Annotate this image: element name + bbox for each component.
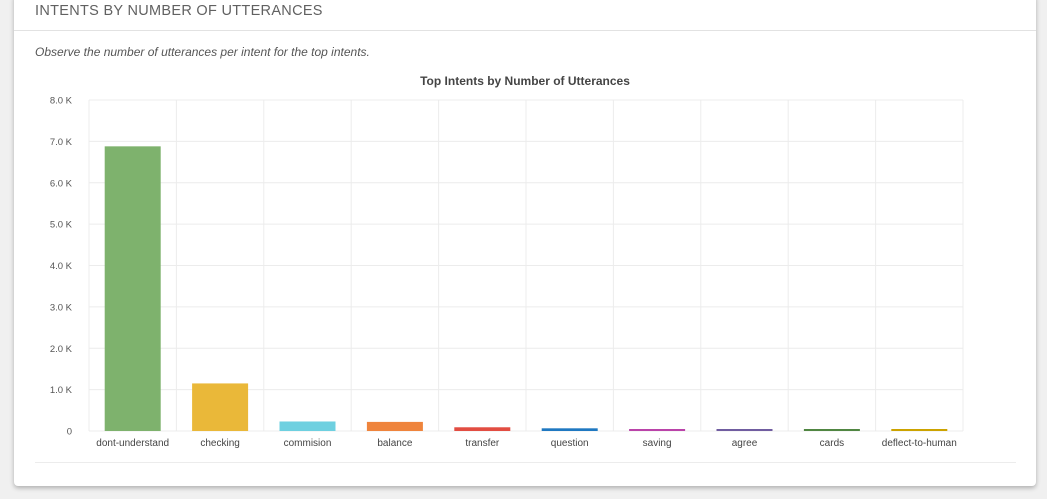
panel-footer-divider: [35, 462, 1016, 463]
y-tick-label: 2.0 K: [50, 344, 73, 355]
x-tick-label: question: [551, 438, 589, 449]
x-tick-label: agree: [732, 438, 758, 449]
panel-header: INTENTS BY NUMBER OF UTTERANCES: [14, 0, 1036, 31]
y-tick-label: 3.0 K: [50, 302, 73, 313]
bar-agree[interactable]: [716, 429, 773, 431]
x-tick-label: cards: [820, 438, 844, 449]
y-tick-label: 0: [67, 427, 72, 438]
chart-title: Top Intents by Number of Utterances: [420, 74, 630, 88]
bar-chart: Top Intents by Number of Utterances 0 1.0…: [50, 74, 964, 449]
bar-balance[interactable]: [366, 421, 423, 431]
bar-transfer[interactable]: [454, 427, 511, 431]
bar-commision[interactable]: [279, 421, 336, 431]
y-tick-label: 6.0 K: [50, 178, 73, 189]
x-tick-label: commision: [284, 438, 332, 449]
x-tick-label: saving: [643, 438, 672, 449]
x-tick-label: transfer: [465, 438, 500, 449]
bar-question[interactable]: [541, 428, 598, 431]
x-tick-label: checking: [200, 438, 239, 449]
panel-description: Observe the number of utterances per int…: [35, 45, 370, 59]
x-tick-label: balance: [377, 438, 412, 449]
y-tick-label: 5.0 K: [50, 220, 73, 231]
y-tick-label: 7.0 K: [50, 137, 73, 148]
bar-dont-understand[interactable]: [104, 146, 161, 431]
x-tick-label: dont-understand: [96, 438, 169, 449]
y-tick-label: 1.0 K: [50, 385, 73, 396]
panel-title: INTENTS BY NUMBER OF UTTERANCES: [35, 3, 323, 19]
bar-checking[interactable]: [192, 383, 249, 431]
y-tick-label: 4.0 K: [50, 261, 73, 272]
chart-panel: INTENTS BY NUMBER OF UTTERANCES Observe …: [14, 0, 1036, 486]
bar-saving[interactable]: [629, 429, 686, 431]
bar-deflect-to-human[interactable]: [891, 429, 948, 431]
x-tick-label: deflect-to-human: [882, 438, 957, 449]
bar-cards[interactable]: [803, 429, 860, 431]
y-tick-label: 8.0 K: [50, 96, 73, 107]
